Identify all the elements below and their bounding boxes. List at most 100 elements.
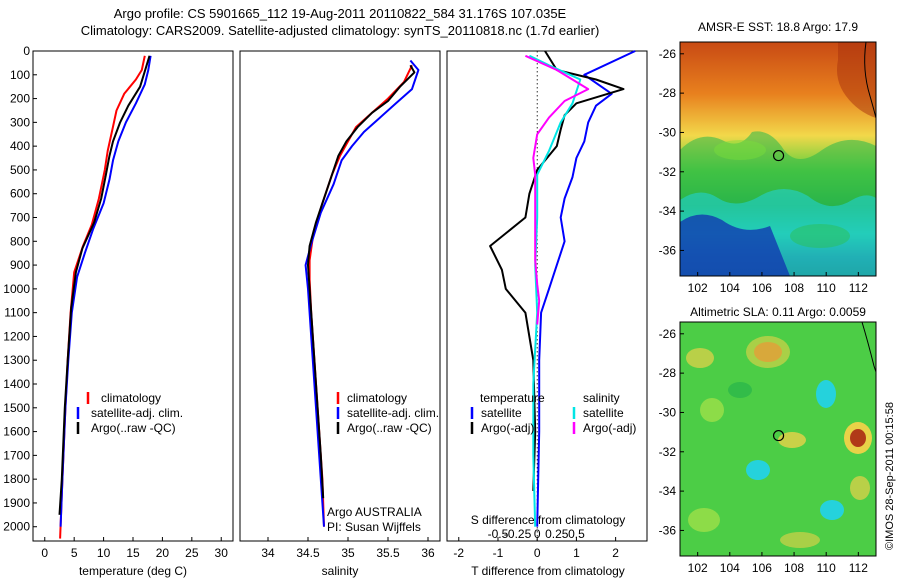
y-tick-label: 1800: [3, 472, 30, 486]
sla-feature: [820, 500, 844, 520]
map-y-tick-label: -30: [659, 125, 677, 139]
series-line-argo-raw-qc: [58, 55, 151, 515]
legend-label: satellite: [583, 406, 624, 420]
sla-feature: [688, 508, 720, 532]
y-tick-label: 0: [23, 44, 30, 58]
y-tick-label: 900: [10, 258, 30, 272]
difference-x-axis: -2 -1 0 1 2 -0.5-0.25 0 0.25 0.5: [453, 527, 619, 560]
x-tick-label: 25: [185, 546, 199, 560]
s-diff-tick-label: -0.25: [504, 527, 532, 541]
map-x-tick-label: 106: [752, 561, 772, 575]
x-tick-label: 20: [156, 546, 170, 560]
x-tick-label: -1: [493, 546, 504, 560]
x-tick-label: 10: [97, 546, 111, 560]
x-tick-label: 0: [41, 546, 48, 560]
x-tick-label: 2: [612, 546, 619, 560]
sst-feature: [790, 224, 850, 248]
x-tick-label: 30: [215, 546, 229, 560]
sla-feature: [746, 336, 790, 368]
map-y-tick-label: -34: [659, 484, 677, 498]
y-tick-label: 700: [10, 211, 30, 225]
sst-field: [680, 42, 876, 276]
y-tick-label: 200: [10, 92, 30, 106]
y-tick-label: 1600: [3, 425, 30, 439]
map-y-tick-label: -36: [659, 523, 677, 537]
x-tick-label: 36: [421, 546, 435, 560]
difference-panel: -2 -1 0 1 2 -0.5-0.25 0 0.25 0.5 temperature sat…: [446, 50, 648, 578]
sst-feature: [837, 42, 876, 118]
series-line-temperature-argo-adj: [489, 50, 625, 492]
s-diff-tick-label: 0.5: [568, 527, 585, 541]
map-x-tick-label: 104: [720, 281, 740, 295]
temperature-y-axis: 0 100 200 300 400 500 600 700 800 900 1000 1100 1200…: [3, 44, 37, 534]
legend-label: Argo(-adj): [583, 421, 636, 435]
legend-heading-temperature: temperature: [480, 391, 545, 405]
legend-label: satellite: [481, 406, 522, 420]
salinity-x-axis: 34 34.5 35 35.5 36: [261, 537, 435, 560]
salinity-legend: climatology satellite-adj. clim. Argo(..…: [336, 391, 439, 435]
salinity-x-label: salinity: [322, 564, 359, 578]
x-tick-label: 35: [341, 546, 355, 560]
coastline: [861, 321, 877, 373]
map-y-tick-label: -28: [659, 366, 677, 380]
legend-label: climatology: [101, 391, 161, 405]
header-line1: Argo profile: CS 5901665_112 19-Aug-2011…: [114, 6, 567, 21]
sla-feature: [780, 532, 820, 548]
legend-label: climatology: [347, 391, 407, 405]
sla-feature: [816, 380, 836, 408]
salinity-axes-frame: [239, 50, 441, 542]
y-tick-label: 2000: [3, 520, 30, 534]
sst-map-frame: [679, 41, 877, 277]
y-tick-label: 1000: [3, 282, 30, 296]
legend-heading-salinity: salinity: [583, 391, 620, 405]
legend-label: satellite-adj. clim.: [91, 406, 183, 420]
argo-country-annotation: Argo AUSTRALIA: [327, 505, 422, 519]
s-diff-tick-label: -0.5: [488, 527, 509, 541]
map-y-tick-label: -36: [659, 243, 677, 257]
sst-map-title: AMSR-E SST: 18.8 Argo: 17.9: [698, 20, 858, 34]
y-tick-label: 800: [10, 234, 30, 248]
coastline: [864, 41, 877, 119]
legend-label: Argo(..raw -QC): [347, 421, 432, 435]
x-tick-label: 34: [261, 546, 275, 560]
sla-field: [680, 322, 876, 556]
sla-map-frame: [679, 321, 877, 557]
y-tick-label: 1400: [3, 377, 30, 391]
map-y-tick-label: -32: [659, 165, 677, 179]
series-line-satellite-adj-clim: [304, 59, 420, 527]
x-tick-label: 0: [534, 546, 541, 560]
series-line-salinity-satellite: [528, 54, 582, 527]
salinity-panel: 34 34.5 35 35.5 36 climatology satellite-adj…: [239, 50, 441, 578]
sla-feature: [686, 348, 714, 368]
sst-feature: [714, 140, 766, 160]
legend-label: Argo(-adj): [481, 421, 534, 435]
map-x-tick-label: 110: [817, 281, 836, 295]
y-tick-label: 300: [10, 115, 30, 129]
argo-location-marker: [772, 429, 785, 442]
temperature-diff-x-label: T difference from climatology: [471, 564, 625, 578]
x-tick-label: 35.5: [376, 546, 400, 560]
map-y-tick-label: -30: [659, 405, 677, 419]
header-line2: Climatology: CARS2009. Satellite-adjuste…: [81, 23, 600, 38]
salinity-diff-x-label: S difference from climatology: [471, 513, 626, 527]
map-x-tick-label: 108: [784, 561, 804, 575]
map-x-tick-label: 110: [817, 561, 836, 575]
y-tick-label: 1300: [3, 353, 30, 367]
map-y-tick-label: -34: [659, 204, 677, 218]
map-x-tick-label: 102: [688, 281, 708, 295]
difference-legend: temperature satellite Argo(-adj) salinit…: [470, 391, 636, 435]
temperature-x-axis: 0 5 10 15 20 25 30: [41, 537, 228, 560]
map-x-tick-label: 112: [849, 561, 868, 575]
series-line-salinity-argo-adj: [524, 54, 590, 325]
sla-map-title: Altimetric SLA: 0.11 Argo: 0.0059: [690, 305, 866, 319]
sla-feature: [778, 432, 806, 448]
sla-map-axes: 102 104 106 108 110 112 -26 -28 -30 -32 -34 -36: [659, 327, 869, 575]
y-tick-label: 500: [10, 163, 30, 177]
y-tick-label: 400: [10, 139, 30, 153]
map-y-tick-label: -26: [659, 327, 677, 341]
map-y-tick-label: -28: [659, 86, 677, 100]
y-tick-label: 1100: [4, 306, 30, 320]
sla-map: Altimetric SLA: 0.11 Argo: 0.0059 102 104…: [659, 305, 877, 575]
temperature-legend: climatology satellite-adj. clim. Argo(..…: [76, 391, 183, 435]
